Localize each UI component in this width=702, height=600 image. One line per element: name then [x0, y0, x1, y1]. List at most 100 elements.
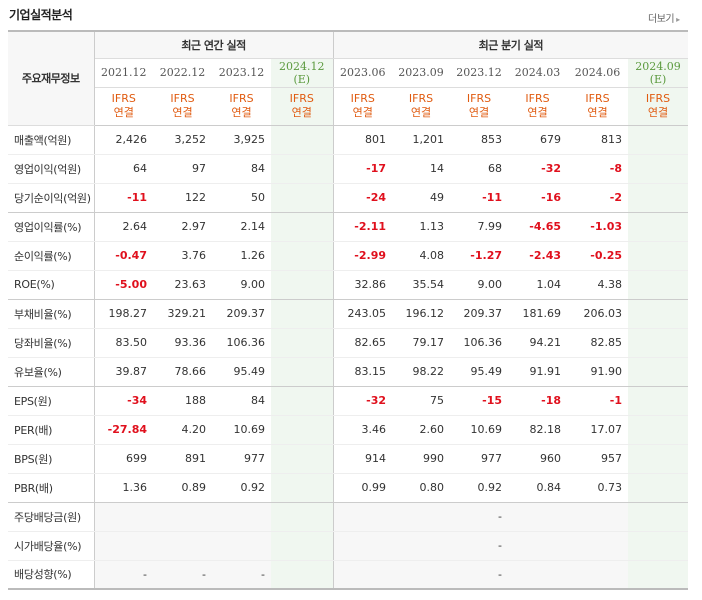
table-cell: -24	[332, 183, 393, 213]
table-cell	[212, 502, 271, 532]
table-cell	[153, 502, 212, 532]
period-date: 2023.09	[398, 66, 444, 79]
period-header: 2023.12	[450, 58, 509, 88]
table-cell: 1.26	[212, 241, 271, 271]
row-label: 영업이익률(%)	[8, 212, 95, 242]
table-cell: -	[450, 502, 509, 532]
table-cell: 68	[450, 154, 509, 184]
table-cell: 83.50	[94, 328, 153, 358]
table-cell: 0.84	[508, 473, 568, 503]
row-label: PER(배)	[8, 415, 95, 445]
ifrs-consolidated: 연결	[231, 106, 252, 119]
table-cell: 891	[153, 444, 212, 474]
period-header: 2023.12	[212, 58, 271, 88]
table-cell: 78.66	[153, 357, 212, 387]
table-cell: -15	[450, 386, 509, 416]
table-cell: 196.12	[392, 299, 451, 329]
table-cell	[271, 502, 334, 532]
table-cell: 977	[450, 444, 509, 474]
table-cell	[628, 125, 689, 155]
table-cell	[332, 560, 393, 590]
ifrs-consolidated: 연결	[291, 106, 312, 119]
row-label: 당기순이익(억원)	[8, 183, 95, 213]
table-cell	[271, 125, 334, 155]
period-header: 2023.06	[332, 58, 393, 88]
table-cell	[271, 531, 334, 561]
table-cell: 35.54	[392, 270, 451, 300]
table-cell	[628, 531, 689, 561]
table-row: ROE(%) -5.00 23.63 9.00 32.86 35.54 9.00 1.04 4.…	[8, 270, 689, 300]
table-cell: -17	[332, 154, 393, 184]
table-cell	[628, 270, 689, 300]
table-cell	[332, 531, 393, 561]
ifrs-label: IFRS 연결	[567, 87, 629, 126]
table-row: 시가배당율(%) -	[8, 531, 689, 561]
table-cell	[94, 502, 153, 532]
table-row: 순이익률(%) -0.47 3.76 1.26 -2.99 4.08 -1.27 -2.43-…	[8, 241, 689, 271]
row-label: BPS(원)	[8, 444, 95, 474]
table-cell	[271, 183, 334, 213]
table-cell	[392, 560, 451, 590]
period-date: 2023.12	[218, 66, 265, 79]
table-cell: -2	[567, 183, 629, 213]
table-cell: 2.97	[153, 212, 212, 242]
more-link[interactable]: 더보기 ▸	[648, 10, 680, 25]
table-cell	[392, 531, 451, 561]
table-cell	[271, 299, 334, 329]
table-cell	[628, 154, 689, 184]
table-cell	[271, 444, 334, 474]
table-cell: 209.37	[212, 299, 271, 329]
period-date: 2023.12	[456, 66, 502, 79]
table-row: 당좌비율(%) 83.50 93.36 106.36 82.65 79.17 106.36 9…	[8, 328, 689, 358]
table-cell	[271, 241, 334, 271]
table-cell	[271, 154, 334, 184]
table-cell: -	[153, 560, 212, 590]
ifrs-consolidated: 연결	[352, 106, 373, 119]
table-cell: -11	[450, 183, 509, 213]
table-cell: -4.65	[508, 212, 568, 242]
table-cell: 91.90	[567, 357, 629, 387]
table-cell	[567, 502, 629, 532]
table-cell: 181.69	[508, 299, 568, 329]
table-cell: -0.47	[94, 241, 153, 271]
table-cell: 914	[332, 444, 393, 474]
table-cell: 0.89	[153, 473, 212, 503]
table-cell: 83.15	[332, 357, 393, 387]
period-date: 2024.09	[635, 59, 681, 73]
table-cell	[271, 270, 334, 300]
period-header: 2022.12	[153, 58, 212, 88]
ifrs-consolidated: 연결	[113, 106, 134, 119]
table-row: EPS(원) -34 188 84 -32 75 -15 -18 -1	[8, 386, 689, 416]
ifrs-label: IFRS 연결	[392, 87, 451, 126]
table-cell: -	[450, 560, 509, 590]
table-cell: 957	[567, 444, 629, 474]
table-cell: -	[94, 560, 153, 590]
table-cell: 4.20	[153, 415, 212, 445]
table-cell	[628, 473, 689, 503]
table-cell: 3.46	[332, 415, 393, 445]
table-cell: 84	[212, 154, 271, 184]
table-cell	[628, 357, 689, 387]
section-title: 기업실적분석	[9, 8, 73, 22]
ifrs-label: IFRS 연결	[94, 87, 153, 126]
table-cell	[567, 560, 629, 590]
table-cell	[508, 531, 568, 561]
more-label: 더보기	[648, 14, 675, 25]
table-cell: 94.21	[508, 328, 568, 358]
table-cell: 49	[392, 183, 451, 213]
table-cell: -2.43	[508, 241, 568, 271]
table-cell: 2.14	[212, 212, 271, 242]
table-cell: 95.49	[450, 357, 509, 387]
table-cell: 79.17	[392, 328, 451, 358]
ifrs-consolidated: 연결	[527, 106, 548, 119]
row-label: 순이익률(%)	[8, 241, 95, 271]
ifrs-label: IFRS 연결	[271, 87, 334, 126]
table-row: 매출액(억원) 2,426 3,252 3,925 801 1,201 853 679 813	[8, 125, 689, 155]
table-cell: 95.49	[212, 357, 271, 387]
ifrs-consolidated: 연결	[468, 106, 490, 119]
ifrs-consolidated: 연결	[587, 106, 608, 119]
period-date: 2024.03	[514, 66, 561, 79]
period-header: 2024.03	[508, 58, 568, 88]
table-cell: -2.99	[332, 241, 393, 271]
ifrs-consolidated: 연결	[410, 106, 432, 119]
